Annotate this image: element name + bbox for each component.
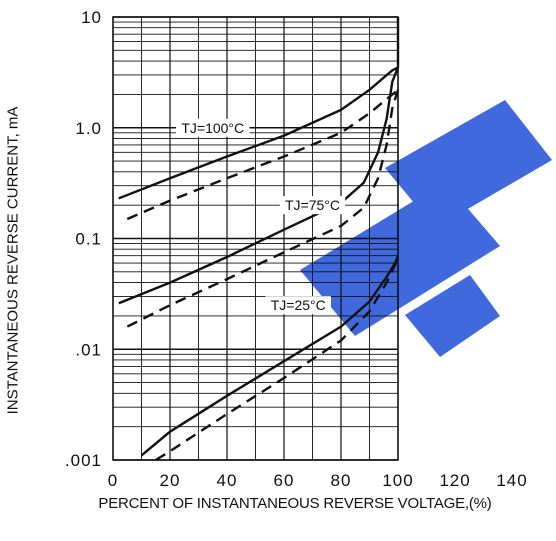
series-label: TJ=75°C [285, 197, 340, 213]
series-label-bg [279, 196, 346, 215]
series-line-dashed [126, 89, 400, 328]
y-axis-title-text: INSTANTANEOUS REVERSE CURRENT, mA [4, 106, 22, 414]
watermark-logo [300, 100, 552, 357]
x-tick-label: 20 [160, 471, 181, 490]
x-tick-label: 80 [331, 471, 352, 490]
watermark-stripe-3 [405, 275, 500, 357]
y-tick-label: 10 [81, 8, 102, 27]
series-line-dashed [126, 88, 399, 221]
y-tick-label: 1.0 [75, 119, 102, 138]
series-label: TJ=100°C [181, 120, 244, 136]
series-line-solid [118, 67, 400, 305]
plot-frame [112, 16, 399, 461]
plot-series [118, 17, 400, 462]
x-tick-label: 0 [108, 471, 118, 490]
series-label-bg [265, 296, 331, 315]
x-tick-label: 120 [439, 471, 470, 490]
plot-grid [112, 16, 399, 461]
series-line-dashed [155, 255, 400, 462]
series-line-solid [118, 17, 400, 200]
series-label-bg [175, 118, 250, 137]
series-label: TJ=25°C [271, 297, 326, 313]
x-tick-label: 40 [217, 471, 238, 490]
y-axis-title: INSTANTANEOUS REVERSE CURRENT, mA [2, 50, 24, 470]
x-tick-label: 60 [274, 471, 295, 490]
plot-annotations: TJ=100°C TJ=75°C TJ=25°C [175, 118, 346, 315]
watermark-stripe-2 [300, 182, 500, 336]
x-tick-label: 100 [382, 471, 413, 490]
y-tick-label: 0.1 [75, 230, 102, 249]
axis-ticks: 0 20 40 60 80 100 120 140 10 1.0 0.1 .01 .001 [65, 8, 527, 490]
y-tick-label: .01 [75, 340, 102, 359]
x-tick-label: 140 [496, 471, 527, 490]
x-axis-title: PERCENT OF INSTANTANEOUS REVERSE VOLTAGE… [98, 495, 492, 512]
series-line-solid [140, 255, 400, 457]
y-tick-label: .001 [65, 451, 102, 470]
